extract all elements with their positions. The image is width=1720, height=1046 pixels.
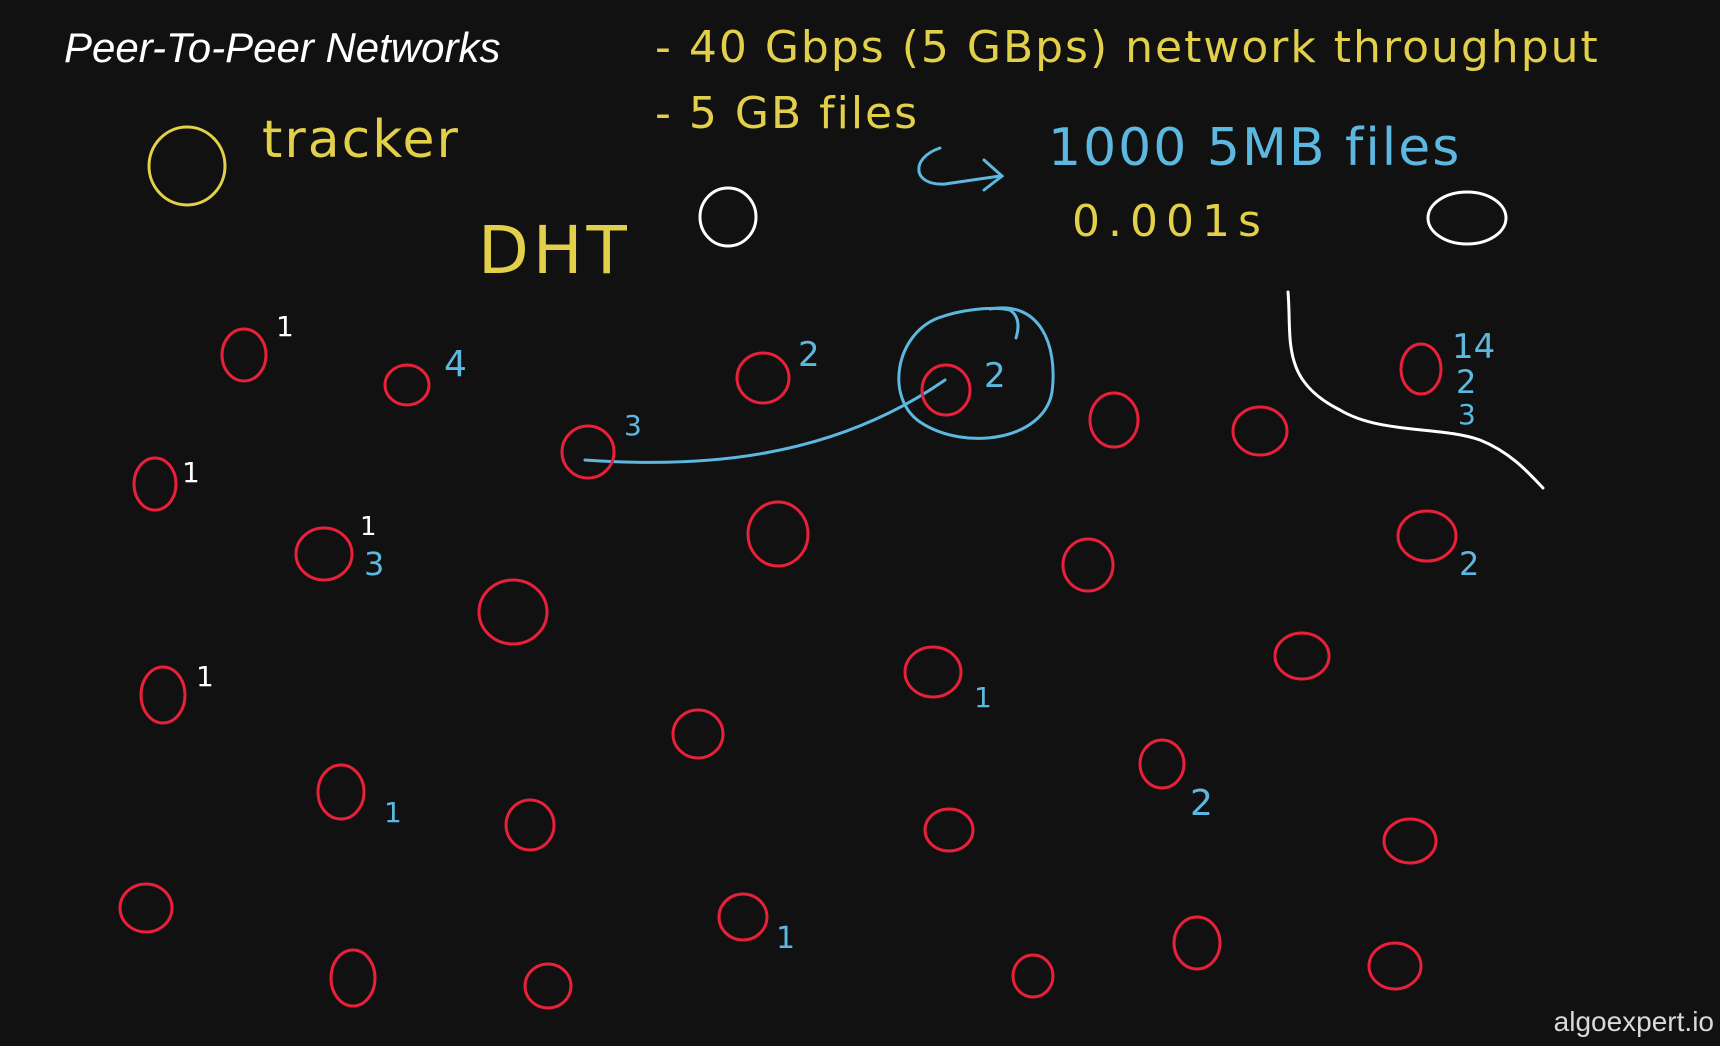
chunk-label: 4 xyxy=(444,344,467,385)
peer-node xyxy=(504,798,556,852)
peer-node xyxy=(1273,631,1331,681)
peer-node xyxy=(383,363,431,407)
chunk-labels: 1 4 2 2 3 1 14 2 3 1 3 2 1 1 1 2 1 xyxy=(182,310,1495,956)
throughput-note: - 40 Gbps (5 GBps) network throughput xyxy=(655,22,1600,73)
chunk-label: 3 xyxy=(364,545,384,583)
peer-node xyxy=(329,948,377,1008)
chunk-label: 2 xyxy=(1459,545,1479,583)
peer-node xyxy=(523,962,573,1010)
peer-node xyxy=(1231,405,1289,457)
peer-node xyxy=(920,363,972,417)
peer-node xyxy=(139,665,187,725)
chunk-label: 2 xyxy=(798,335,820,375)
peer-node xyxy=(1382,817,1438,865)
chunk-label: 1 xyxy=(384,796,402,829)
peer-node xyxy=(1399,342,1443,396)
peer-node xyxy=(477,578,549,646)
chunk-label: 1 xyxy=(182,456,200,489)
chunk-label: 3 xyxy=(1458,398,1476,431)
peer-node xyxy=(1138,738,1186,790)
watermark: algoexpert.io xyxy=(1553,1006,1714,1037)
file-size-note: - 5 GB files xyxy=(655,88,920,139)
chunk-label: 1 xyxy=(276,310,294,343)
server-node xyxy=(698,186,758,248)
peer-node xyxy=(132,456,178,512)
peer-node xyxy=(903,645,963,699)
chunk-label: 2 xyxy=(984,356,1006,396)
chunk-label: 2 xyxy=(1190,783,1213,824)
tracker-label: tracker xyxy=(262,110,460,170)
tracker-node xyxy=(147,125,227,207)
chunk-label: 3 xyxy=(624,409,642,442)
peer-node xyxy=(746,500,810,568)
peer-node xyxy=(923,807,975,853)
white-curve xyxy=(1286,290,1545,490)
peer-node xyxy=(1088,391,1140,449)
peer-node xyxy=(717,892,769,942)
chunk-label: 2 xyxy=(1456,363,1476,401)
peer-node xyxy=(1011,953,1055,999)
peer-connection-line xyxy=(583,378,947,464)
peer-node xyxy=(118,882,174,934)
chunk-label: 1 xyxy=(196,660,214,693)
peer-node xyxy=(1396,509,1458,563)
peer-node xyxy=(1367,941,1423,991)
peer-node xyxy=(220,327,268,383)
file-split-note: 1000 5MB files xyxy=(1048,118,1462,178)
peer-node xyxy=(1061,537,1115,593)
chunk-label: 1 xyxy=(974,681,992,714)
peer-node xyxy=(294,526,354,582)
peer-nodes xyxy=(118,327,1458,1010)
chunk-label: 1 xyxy=(776,921,795,956)
server-node xyxy=(1426,190,1508,246)
transfer-time-note: 0.001s xyxy=(1072,196,1269,247)
peer-node xyxy=(735,351,791,405)
peer-node xyxy=(1172,915,1222,971)
chunk-label: 1 xyxy=(360,512,377,542)
peer-node xyxy=(671,708,725,760)
hook-arrow-icon xyxy=(917,146,1005,192)
slide-title: Peer-To-Peer Networks xyxy=(64,24,501,71)
chunk-label: 14 xyxy=(1452,327,1495,367)
highlight-circle xyxy=(897,306,1055,440)
peer-node xyxy=(560,424,616,480)
peer-node xyxy=(316,763,366,821)
dht-label: DHT xyxy=(478,212,631,289)
